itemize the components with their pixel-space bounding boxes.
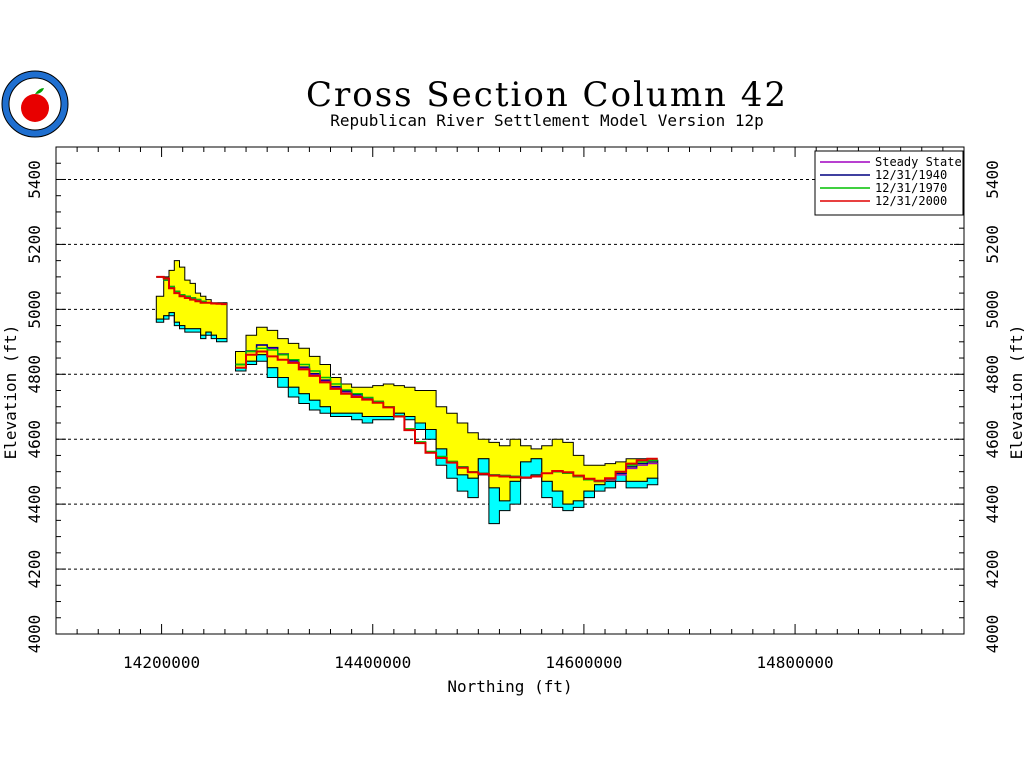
x-tick-label: 14600000 (545, 653, 622, 672)
y-tick-label: 4000 (25, 615, 44, 654)
series-line (235, 350, 658, 482)
y-tick-label: 4600 (25, 420, 44, 459)
y-axis-title-left: Elevation (ft) (1, 325, 20, 460)
y-tick-label-right: 4200 (983, 550, 1002, 589)
layer-bottom-fill (155, 312, 228, 343)
plot-frame (55, 146, 965, 635)
y-tick-label: 5400 (25, 160, 44, 199)
x-axis-title: Northing (ft) (447, 677, 572, 696)
legend-label: Steady State (875, 155, 962, 169)
plot-area (55, 146, 965, 635)
y-tick-label: 5000 (25, 290, 44, 329)
y-tick-label-right: 4600 (983, 420, 1002, 459)
legend: Steady State12/31/194012/31/197012/31/20… (814, 150, 964, 216)
legend-label: 12/31/2000 (875, 194, 947, 208)
y-tick-label-right: 5200 (983, 225, 1002, 264)
series-lines (156, 275, 658, 483)
logo-seal (1, 70, 69, 138)
y-tick-label: 4200 (25, 550, 44, 589)
x-tick-label: 14800000 (757, 653, 834, 672)
y-tick-label-right: 5000 (983, 290, 1002, 329)
y-axis-title-right: Elevation (ft) (1007, 325, 1024, 460)
y-tick-label-right: 4000 (983, 615, 1002, 654)
y-tick-label: 4400 (25, 485, 44, 524)
legend-label: 12/31/1970 (875, 181, 947, 195)
axes: 14200000 14400000 14600000 14800000 4000 4000… (25, 146, 1002, 672)
y-tick-label: 4800 (25, 355, 44, 394)
chart-title: Cross Section Column 42 (306, 75, 788, 115)
chart-subtitle: Republican River Settlement Model Versio… (330, 111, 763, 130)
y-tick-label-right: 4400 (983, 485, 1002, 524)
y-tick-label-right: 5400 (983, 160, 1002, 199)
series-line (156, 275, 227, 306)
legend-label: 12/31/1940 (875, 168, 947, 182)
y-tick-label: 5200 (25, 225, 44, 264)
x-tick-label: 14200000 (123, 653, 200, 672)
x-tick-label: 14400000 (334, 653, 411, 672)
y-tick-label-right: 4800 (983, 355, 1002, 394)
